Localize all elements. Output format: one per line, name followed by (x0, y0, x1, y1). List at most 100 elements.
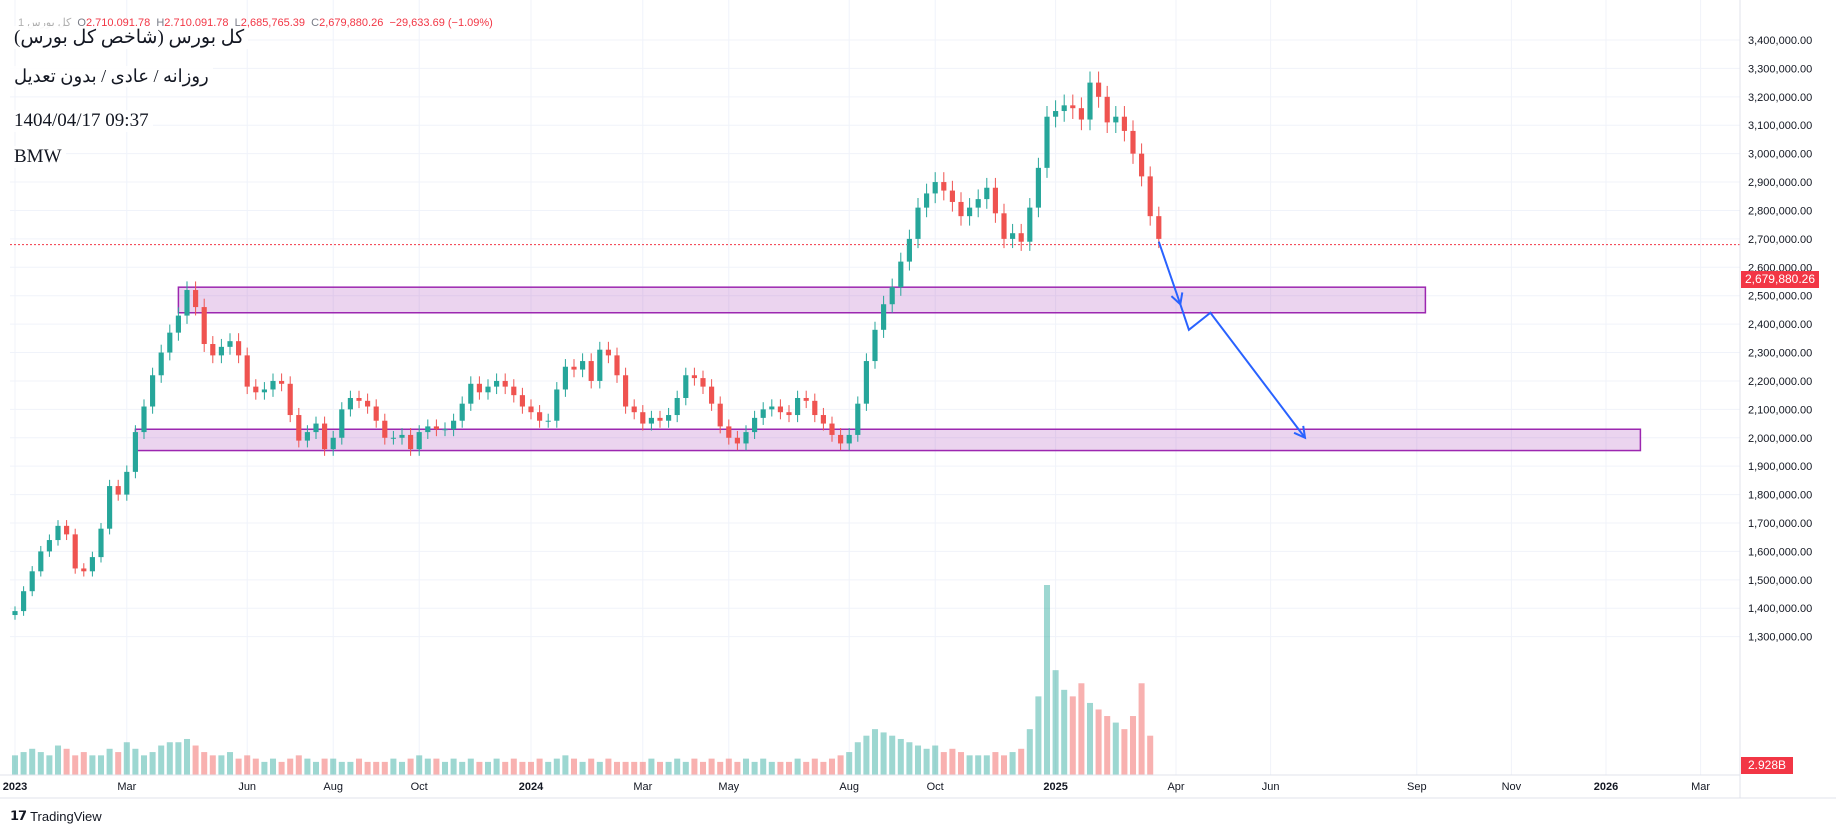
candle-body (1121, 116, 1127, 131)
volume-bar (880, 732, 887, 775)
volume-bar (209, 755, 216, 775)
volume-bar (570, 758, 578, 775)
candle-body (795, 397, 801, 416)
volume-bar (1086, 702, 1094, 775)
candle-body (330, 437, 336, 450)
support-zones (134, 286, 1642, 452)
volume-bar (510, 758, 517, 775)
candle-body (89, 557, 95, 572)
candle-body (760, 409, 766, 418)
candle-body (528, 406, 534, 413)
volume-bar (347, 761, 354, 775)
y-tick-label: 1,500,000.00 (1748, 575, 1812, 587)
volume-bar (854, 742, 861, 775)
y-tick-label: 2,900,000.00 (1748, 177, 1812, 189)
y-tick-label: 1,800,000.00 (1748, 490, 1812, 502)
legend-l-label: L (234, 17, 241, 29)
y-tick-label: 1,900,000.00 (1748, 461, 1812, 473)
volume-bar (304, 758, 311, 775)
volume-bar (20, 752, 27, 775)
candle-body (519, 395, 525, 407)
candle-body (743, 432, 749, 444)
candles (12, 71, 1162, 620)
candle-body (1096, 82, 1102, 97)
volume-bar (355, 758, 363, 775)
candle-body (502, 380, 508, 387)
candle-body (459, 403, 465, 421)
y-tick-label: 2,700,000.00 (1748, 234, 1812, 246)
candle-body (881, 304, 887, 330)
x-tick-label: Mar (1691, 781, 1710, 793)
candle-body (141, 406, 147, 433)
candle-body (631, 406, 637, 413)
volume-bar (777, 761, 784, 775)
candle-body (648, 417, 654, 424)
y-axis: 3,400,000.00 3,300,000.00 3,200,000.00 3,10… (1748, 35, 1812, 644)
brand-name: TradingView (30, 808, 102, 824)
volume-bar (1009, 752, 1016, 775)
candle-body (236, 341, 242, 356)
y-tick-label: 1,700,000.00 (1748, 518, 1812, 530)
candle-body (554, 389, 560, 421)
arrow-head (1170, 292, 1184, 307)
volume-bar (846, 752, 853, 775)
candle-body (356, 397, 362, 401)
candle-body (545, 420, 551, 422)
volume-bar (536, 758, 543, 775)
volume-bar (390, 758, 397, 775)
candle-body (752, 417, 758, 433)
candle-body (623, 375, 629, 407)
volume-bar (330, 758, 337, 775)
candle-body (1147, 176, 1153, 217)
volume-bar (656, 761, 664, 775)
volume-bar (381, 761, 388, 775)
candle-body (373, 406, 379, 421)
candle-body (958, 201, 964, 217)
candle-body (425, 426, 431, 433)
volume-bar (1095, 709, 1102, 775)
tradingview-logo[interactable]: 𝟭𝟳 TradingView (10, 808, 102, 824)
volume-bar (140, 755, 148, 775)
legend-o-label: O (77, 17, 86, 29)
candle-body (494, 380, 500, 387)
volume-bar (932, 745, 939, 775)
volume-bar (889, 735, 896, 775)
candle-body (287, 383, 293, 416)
candle-body (863, 361, 869, 404)
volume-bar (949, 748, 956, 775)
candle-body (1035, 167, 1041, 208)
volume-bar (115, 752, 122, 775)
y-tick-label: 2,400,000.00 (1748, 319, 1812, 331)
volume-bar (820, 761, 827, 775)
candle-body (12, 611, 18, 616)
candle-body (683, 375, 689, 398)
candle-body (975, 199, 981, 208)
candle-body (829, 423, 835, 435)
y-tick-label: 2,800,000.00 (1748, 205, 1812, 217)
candle-body (777, 406, 783, 413)
candle-body (132, 432, 138, 472)
volume-bar (605, 758, 612, 775)
y-tick-label: 3,000,000.00 (1748, 149, 1812, 161)
y-tick-label: 1,400,000.00 (1748, 603, 1812, 615)
candle-body (347, 397, 353, 410)
volume-bar (484, 761, 492, 775)
volume-bar (252, 758, 259, 775)
candle-body (210, 344, 216, 356)
volume-bar (158, 745, 165, 775)
volume-bar (132, 748, 139, 775)
x-tick-label: Aug (323, 781, 343, 793)
volume-bar (11, 755, 19, 775)
volume-bar (966, 755, 973, 775)
volume-bar (201, 752, 208, 775)
volume-bar (226, 752, 234, 775)
candle-body (1018, 233, 1024, 242)
volume-bar (149, 752, 156, 775)
candle-body (803, 397, 809, 401)
support-zone (177, 286, 1427, 314)
candle-body (107, 486, 113, 529)
x-tick-label: Jun (1262, 781, 1280, 793)
candle-body (691, 375, 697, 379)
candle-body (820, 415, 826, 424)
